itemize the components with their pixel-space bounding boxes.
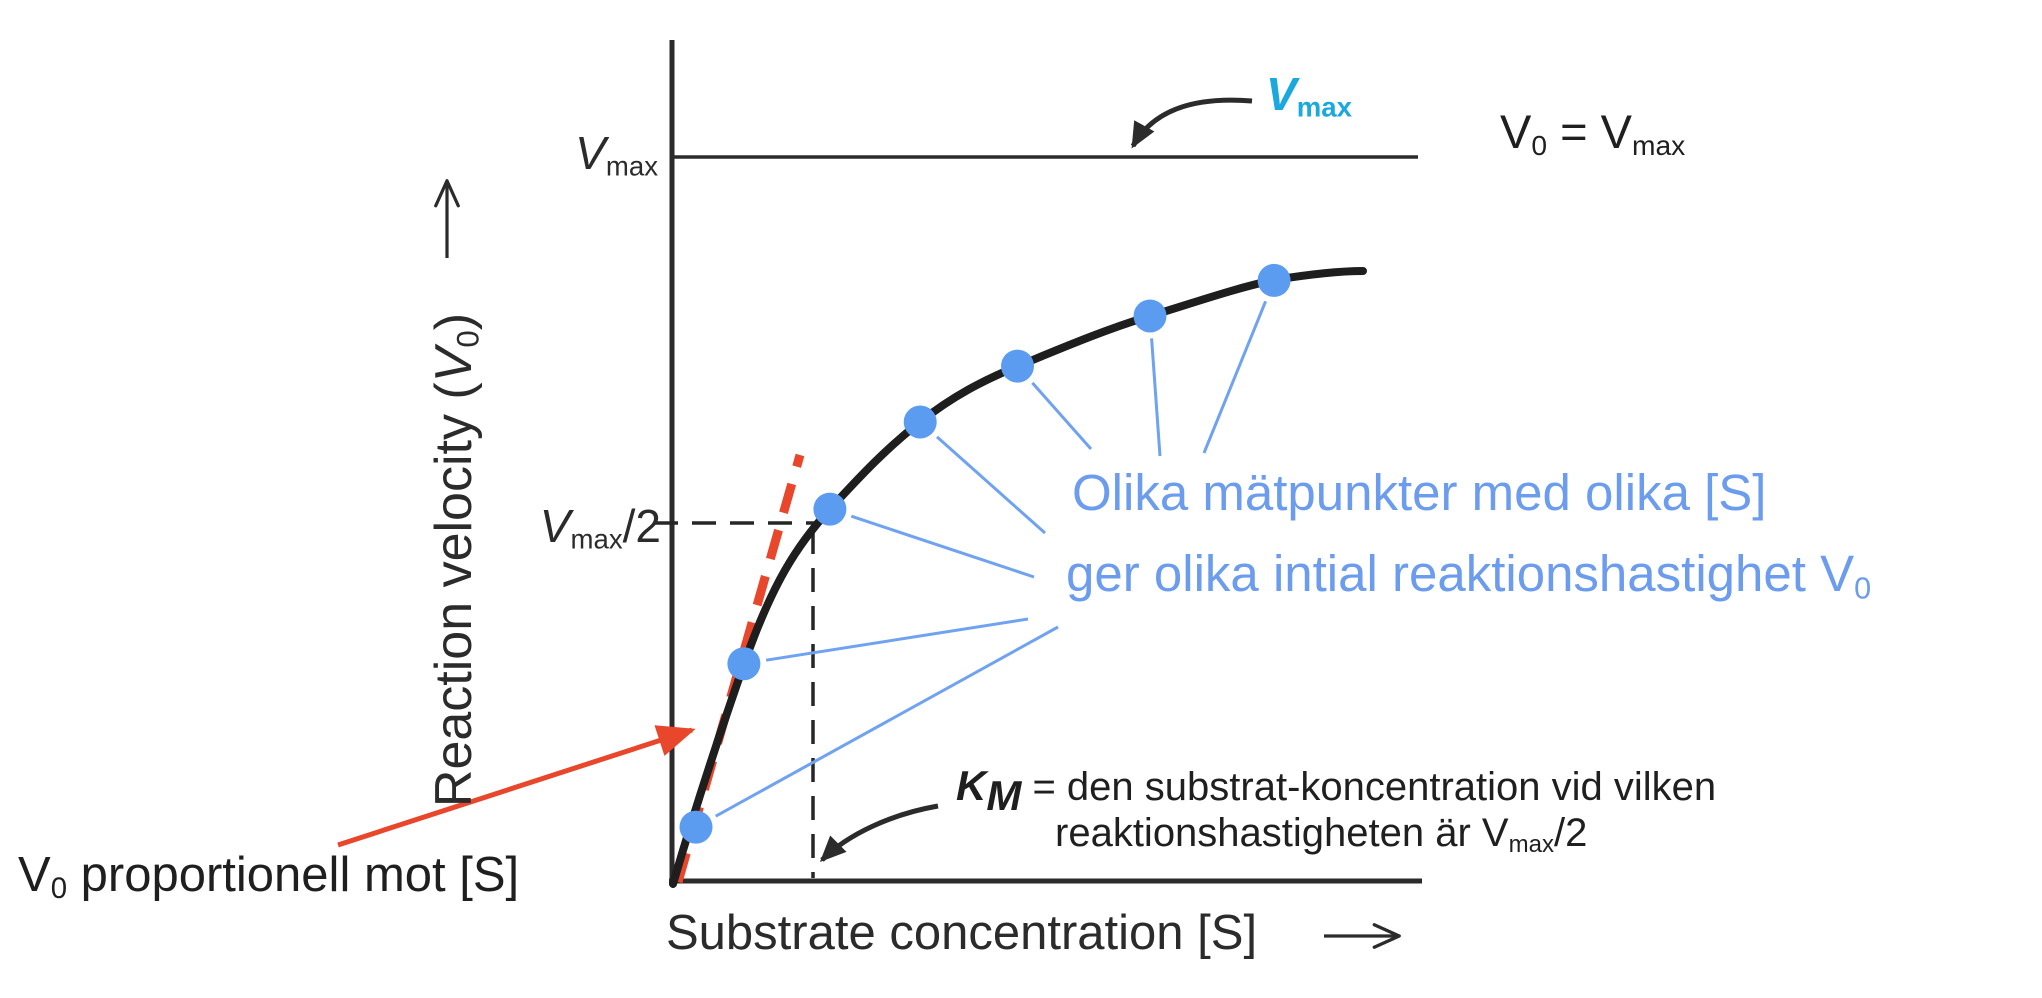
note-line2-text: ger olika intial reaktionshastighet V <box>1066 545 1855 602</box>
km-definition-line2: reaktionshastigheten är Vmax/2 <box>1055 812 1587 857</box>
vmax-var: V <box>575 127 606 180</box>
v0-equals-vmax-label: V0 = Vmax <box>1500 107 1685 161</box>
measurement-note-line1: Olika mätpunkter med olika [S] <box>1072 464 1767 521</box>
data-points <box>679 263 1291 844</box>
vmax-half-suffix: /2 <box>622 500 661 553</box>
data-point <box>727 647 761 681</box>
km-line1-text: = den substrat-koncentration vid vilken <box>1021 765 1717 809</box>
note-line1-text: Olika mätpunkter med olika [S] <box>1072 464 1767 521</box>
point-callout-line <box>765 617 1029 662</box>
point-callout-line <box>714 625 1059 818</box>
data-point <box>1133 299 1167 333</box>
vmax-callout-sub: max <box>1296 91 1352 123</box>
vmax-sub: max <box>605 150 658 182</box>
v0eq-equals: = <box>1547 105 1601 159</box>
km-callout-arrow <box>819 803 939 863</box>
km-var: K <box>956 762 987 809</box>
vmax-curve-callout-label: Vmax <box>1266 70 1352 122</box>
note-line2-sub: 0 <box>1854 571 1872 606</box>
data-point <box>903 405 937 439</box>
data-point <box>813 492 847 526</box>
point-callout-line <box>1202 300 1267 454</box>
vmax-callout-arrow <box>1130 97 1253 149</box>
km-line2-sub: max <box>1508 830 1554 858</box>
y-axis-title-var: V <box>425 347 484 383</box>
y-axis-title-close: ) <box>425 312 484 331</box>
x-axis-title-text: Substrate concentration [S] <box>666 906 1258 960</box>
vmax-callout-var: V <box>1266 68 1297 121</box>
vmax-axis-label: Vmax <box>575 129 658 181</box>
km-sub: M <box>986 772 1022 820</box>
v0eq-s2: max <box>1631 128 1686 161</box>
v0eq-s1: 0 <box>1531 128 1548 161</box>
v0prop-sub: 0 <box>50 872 68 906</box>
y-axis-title: Reaction velocity (V0) <box>425 312 486 808</box>
y-axis-title-text: Reaction velocity ( <box>425 382 484 808</box>
data-point <box>1001 349 1034 383</box>
data-point <box>679 810 713 844</box>
vmax-half-axis-label: Vmax/2 <box>540 502 661 554</box>
x-axis-title: Substrate concentration [S] <box>666 906 1258 960</box>
point-callout-lines <box>714 300 1267 818</box>
point-callout-line <box>1031 381 1093 450</box>
km-line2-suffix: /2 <box>1553 811 1588 855</box>
proportionality-arrow <box>337 725 696 848</box>
km-definition-line1: KM = den substrat-koncentration vid vilk… <box>956 762 1717 820</box>
v0-proportional-label: V0 proportionell mot [S] <box>18 848 520 906</box>
v0eq-v2: V <box>1600 105 1632 159</box>
vmax-half-var: V <box>539 500 571 553</box>
measurement-note-line2: ger olika intial reaktionshastighet V0 <box>1066 545 1872 606</box>
vmax-half-sub: max <box>570 523 623 555</box>
v0prop-text: proportionell mot [S] <box>67 848 520 902</box>
v0prop-var: V <box>18 848 51 902</box>
km-line2-text: reaktionshastigheten är V <box>1055 811 1509 855</box>
y-axis-title-sub: 0 <box>450 330 486 348</box>
point-callout-line <box>850 514 1035 579</box>
v0eq-v1: V <box>1500 105 1532 159</box>
point-callout-line <box>1150 338 1162 457</box>
data-point <box>1257 263 1291 297</box>
point-callout-line <box>936 435 1046 535</box>
